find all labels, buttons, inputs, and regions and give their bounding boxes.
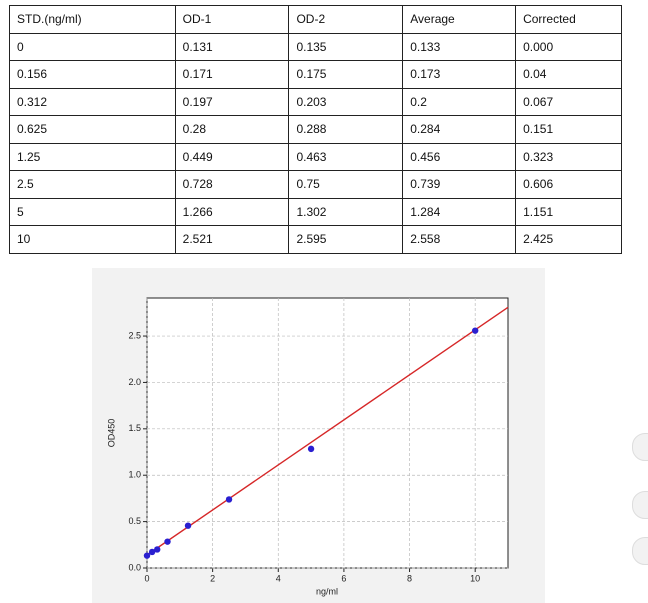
data-point xyxy=(154,546,161,553)
data-point xyxy=(225,496,233,503)
cell: 0.449 xyxy=(174,142,290,171)
x-tick-label: 6 xyxy=(341,573,346,583)
y-tick-label: 1.0 xyxy=(128,470,141,480)
data-table: STD.(ng/ml) OD-1 OD-2 Average Corrected 0 0.13… xyxy=(9,5,622,254)
data-row: 5 1.266 1.302 1.284 1.151 xyxy=(9,197,622,226)
y-tick-label: 2.0 xyxy=(128,377,141,387)
cell: 0.135 xyxy=(288,32,404,61)
cell: 0.284 xyxy=(402,115,517,144)
cell: 0.323 xyxy=(515,142,622,171)
cell: 2.521 xyxy=(174,225,290,254)
data-row: 10 2.521 2.595 2.558 2.425 xyxy=(9,225,622,254)
cell: 2.595 xyxy=(288,225,404,254)
cell: 0.173 xyxy=(402,60,517,89)
data-row: 1.25 0.449 0.463 0.456 0.323 xyxy=(9,142,622,171)
cell: 0.175 xyxy=(288,60,404,89)
y-tick-label: 0.5 xyxy=(128,516,141,526)
y-tick-label: 0.0 xyxy=(128,562,141,572)
cell: OD-1 xyxy=(174,5,290,34)
cell: 0.288 xyxy=(288,115,404,144)
header-row: STD.(ng/ml) OD-1 OD-2 Average Corrected xyxy=(9,5,622,34)
x-tick-label: 0 xyxy=(144,573,149,583)
cell: 0.131 xyxy=(174,32,290,61)
cell: 2.5 xyxy=(9,170,176,199)
fit-line xyxy=(146,306,509,556)
cell: 1.266 xyxy=(174,197,290,226)
x-axis-label: ng/ml xyxy=(316,586,338,596)
cell: STD.(ng/ml) xyxy=(9,5,176,34)
cell: 1.302 xyxy=(288,197,404,226)
cell: 0.75 xyxy=(288,170,404,199)
data-point xyxy=(471,327,479,334)
cell: 0.203 xyxy=(288,87,404,116)
data-row: 0.312 0.197 0.203 0.2 0.067 xyxy=(9,87,622,116)
data-point xyxy=(148,548,156,556)
data-point xyxy=(184,522,192,529)
cell: 0.463 xyxy=(288,142,404,171)
cell: 0.606 xyxy=(515,170,622,199)
cell: 2.558 xyxy=(402,225,517,254)
cell: Average xyxy=(402,5,517,34)
cell: 0.728 xyxy=(174,170,290,199)
y-tick-label: 1.5 xyxy=(128,423,141,433)
cell: 10 xyxy=(9,225,176,254)
cell: 1.151 xyxy=(515,197,622,226)
data-point xyxy=(307,445,315,453)
data-row: 0.625 0.28 0.288 0.284 0.151 xyxy=(9,115,622,144)
cell: 0.456 xyxy=(402,142,517,171)
data-row: 0 0.131 0.135 0.133 0.000 xyxy=(9,32,622,61)
y-tick-label: 2.5 xyxy=(128,330,141,340)
cell: 2.425 xyxy=(515,225,622,254)
x-tick-label: 2 xyxy=(210,573,215,583)
data-point xyxy=(164,538,171,545)
cell: 5 xyxy=(9,197,176,226)
cell: 1.25 xyxy=(9,142,176,171)
x-tick-label: 10 xyxy=(470,573,480,583)
cell: 0.312 xyxy=(9,87,176,116)
cell: 0.28 xyxy=(174,115,290,144)
cell: 0.151 xyxy=(515,115,622,144)
data-point xyxy=(143,552,151,559)
x-tick-label: 8 xyxy=(407,573,412,583)
data-row: 2.5 0.728 0.75 0.739 0.606 xyxy=(9,170,622,199)
cell: 0.739 xyxy=(402,170,517,199)
cell: Corrected xyxy=(515,5,622,34)
cell: 0.2 xyxy=(402,87,517,116)
plot-area xyxy=(146,297,509,569)
y-axis-label: OD450 xyxy=(106,419,116,448)
x-tick-label: 4 xyxy=(276,573,281,583)
